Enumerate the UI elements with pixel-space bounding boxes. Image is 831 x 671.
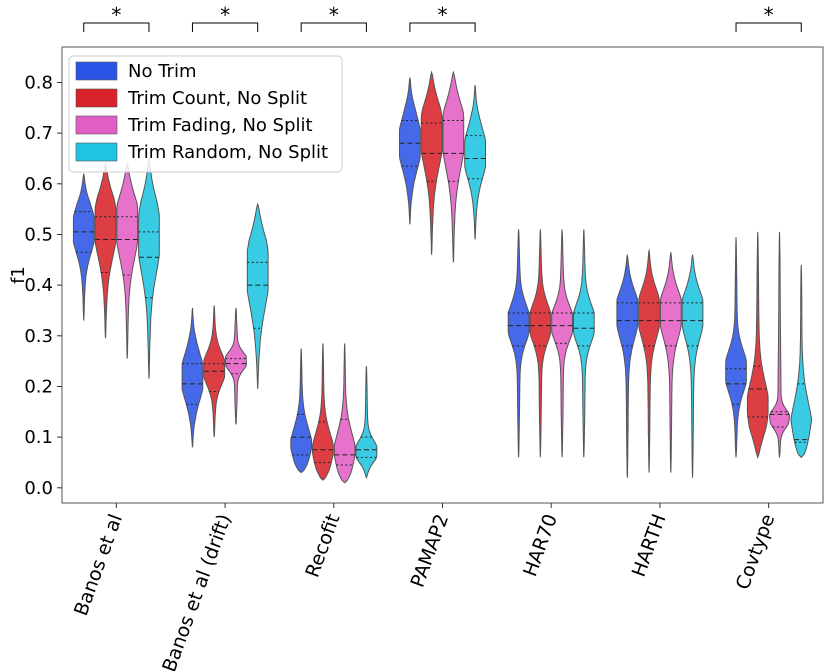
violin-body: [768, 231, 791, 458]
violin-body: [725, 236, 747, 458]
legend-label: Trim Fading, No Split: [127, 115, 313, 136]
significance-bracket: [83, 22, 150, 32]
y-tick-label: 0.4: [24, 275, 53, 296]
significance-bracket: [300, 22, 367, 32]
significance-layer: * * * * *: [83, 3, 802, 32]
legend-box: [68, 55, 343, 173]
x-axis: Banos et al Banos et al (drift) Recofit PAM…: [70, 503, 779, 671]
significance-bracket: [735, 22, 802, 32]
x-tick-label: Banos et al: [70, 511, 127, 618]
legend-label: Trim Count, No Split: [127, 88, 307, 109]
y-axis-label: f1: [8, 266, 29, 284]
significance-bracket: [191, 22, 259, 32]
violin-body: [573, 229, 595, 458]
violin-body: [355, 366, 378, 480]
x-tick-label: Recofit: [301, 511, 344, 580]
significance-star: *: [764, 3, 774, 27]
violin-body: [681, 254, 704, 478]
significance-star: *: [220, 3, 230, 27]
x-tick-label: PAMAP2: [406, 511, 453, 590]
y-tick-label: 0.7: [24, 123, 53, 144]
violin-body: [181, 307, 204, 448]
violin-body: [507, 229, 530, 458]
x-tick-label: Banos et al (drift): [158, 511, 236, 671]
violin-body: [464, 84, 486, 240]
violin-body: [442, 70, 465, 263]
violin-body: [790, 264, 813, 459]
violin-body: [746, 231, 769, 459]
violin-body: [333, 343, 356, 484]
legend-label: No Trim: [128, 61, 196, 82]
x-tick-label: Covtype: [732, 511, 780, 592]
significance-star: *: [329, 3, 339, 27]
violin-body: [659, 252, 682, 473]
y-tick-label: 0.2: [24, 376, 53, 397]
significance-bracket: [409, 22, 476, 32]
legend-swatch: [75, 115, 118, 135]
legend-swatch: [75, 88, 118, 108]
significance-star: *: [111, 3, 121, 27]
y-tick-label: 0.5: [24, 224, 53, 245]
violin-body: [116, 161, 139, 359]
violin-body: [551, 229, 573, 458]
violin-body: [420, 70, 443, 255]
x-tick-label: HARTH: [628, 511, 671, 580]
violin-body: [72, 173, 95, 321]
violin-body: [138, 158, 160, 379]
violin-body: [290, 348, 312, 474]
y-tick-label: 0.0: [24, 478, 53, 499]
legend: No Trim Trim Count, No Split Trim Fading, …: [68, 55, 343, 173]
significance-star: *: [438, 3, 448, 27]
violin-body: [94, 161, 117, 339]
violin-body: [529, 229, 552, 458]
y-tick-label: 0.6: [24, 174, 53, 195]
legend-label: Trim Random, No Split: [127, 142, 328, 163]
legend-swatch: [75, 142, 118, 162]
violin-body: [225, 307, 247, 425]
violins-layer: [72, 70, 813, 484]
violin-body: [246, 202, 269, 390]
legend-swatch: [75, 61, 118, 81]
violin-body: [399, 77, 421, 225]
y-tick-label: 0.8: [24, 72, 53, 93]
violin-body: [616, 254, 639, 478]
violin-body: [312, 343, 334, 481]
y-tick-label: 0.1: [24, 427, 53, 448]
violin-body: [638, 249, 660, 473]
y-tick-label: 0.3: [24, 326, 53, 347]
y-axis: 0.0 0.1 0.2 0.3 0.4 0.5 0.6 0.7 0.8: [24, 72, 62, 499]
x-tick-label: HAR70: [519, 511, 562, 579]
